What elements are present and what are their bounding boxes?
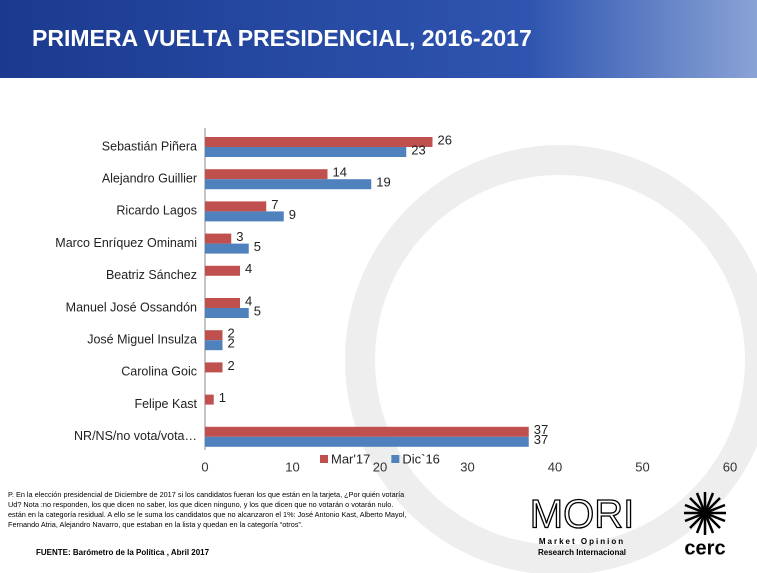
bar bbox=[205, 147, 407, 157]
footnote-line: P. En la elección presidencial de Diciem… bbox=[8, 490, 405, 499]
x-tick-label: 0 bbox=[201, 459, 208, 474]
bar bbox=[205, 362, 223, 373]
legend-swatch bbox=[391, 455, 400, 463]
bar bbox=[205, 426, 529, 437]
bar bbox=[205, 243, 249, 254]
value-label: 37 bbox=[534, 422, 548, 437]
value-label: 9 bbox=[289, 207, 296, 222]
bar bbox=[205, 265, 240, 276]
category-label: NR/NS/no vota/vota… bbox=[74, 429, 197, 443]
value-label: 7 bbox=[271, 197, 278, 212]
bar bbox=[205, 201, 267, 212]
value-label: 14 bbox=[333, 165, 347, 180]
legend-label: Dic`16 bbox=[402, 451, 440, 466]
footnote-line: están en la categoría residual. A ello s… bbox=[8, 510, 406, 519]
category-label: Sebastián Piñera bbox=[102, 139, 197, 153]
bar bbox=[205, 330, 223, 341]
bar bbox=[205, 137, 433, 147]
value-label: 4 bbox=[245, 293, 252, 308]
mori-logo: MORI bbox=[530, 493, 634, 537]
bar bbox=[205, 308, 249, 318]
cerc-logo: cerc bbox=[684, 537, 725, 559]
value-label: 19 bbox=[376, 175, 390, 190]
mori-tagline: Market Opinion bbox=[539, 537, 625, 546]
bar bbox=[205, 394, 214, 405]
category-label: Beatriz Sánchez bbox=[106, 268, 197, 282]
category-label: Ricardo Lagos bbox=[116, 204, 197, 218]
bar bbox=[205, 179, 372, 190]
bar bbox=[205, 298, 240, 308]
category-label: Marco Enríquez Ominami bbox=[55, 236, 197, 250]
bar bbox=[205, 233, 232, 244]
value-label: 2 bbox=[228, 326, 235, 341]
source: FUENTE: Barómetro de la Política , Abril… bbox=[36, 548, 210, 557]
footnote-line: Ud? Nota :no responden, los que dicen no… bbox=[8, 500, 393, 509]
value-label: 37 bbox=[534, 432, 548, 447]
x-tick-label: 30 bbox=[460, 459, 474, 474]
value-label: 5 bbox=[254, 239, 261, 254]
value-label: 1 bbox=[219, 390, 226, 405]
x-tick-label: 10 bbox=[285, 459, 299, 474]
bar bbox=[205, 436, 529, 447]
watermark bbox=[345, 145, 757, 573]
category-label: Manuel José Ossandón bbox=[66, 300, 197, 314]
value-label: 2 bbox=[228, 336, 235, 351]
mori-tagline: Research Internacional bbox=[538, 548, 626, 557]
category-label: Felipe Kast bbox=[134, 397, 197, 411]
value-label: 5 bbox=[254, 303, 261, 318]
legend-swatch bbox=[320, 455, 328, 463]
category-label: José Miguel Insulza bbox=[87, 332, 197, 346]
x-tick-label: 20 bbox=[373, 459, 387, 474]
x-tick-label: 60 bbox=[723, 459, 737, 474]
value-label: 26 bbox=[438, 132, 452, 147]
category-label: Alejandro Guillier bbox=[102, 171, 197, 185]
x-tick-label: 50 bbox=[635, 459, 649, 474]
category-label: Carolina Goic bbox=[121, 365, 197, 379]
header bbox=[0, 0, 757, 78]
bar bbox=[205, 340, 223, 351]
footnote-line: Fernando Atria, Alejandro Navarro, que e… bbox=[8, 520, 303, 529]
legend-label: Mar'17 bbox=[331, 451, 370, 466]
value-label: 3 bbox=[236, 229, 243, 244]
x-tick-label: 40 bbox=[548, 459, 562, 474]
cerc-icon bbox=[684, 492, 726, 535]
value-label: 2 bbox=[228, 358, 235, 373]
value-label: 23 bbox=[411, 142, 425, 157]
bar bbox=[205, 169, 328, 180]
bar bbox=[205, 211, 284, 222]
title: PRIMERA VUELTA PRESIDENCIAL, 2016-2017 bbox=[32, 25, 532, 51]
value-label: 4 bbox=[245, 261, 252, 276]
footnote: P. En la elección presidencial de Diciem… bbox=[8, 490, 406, 529]
